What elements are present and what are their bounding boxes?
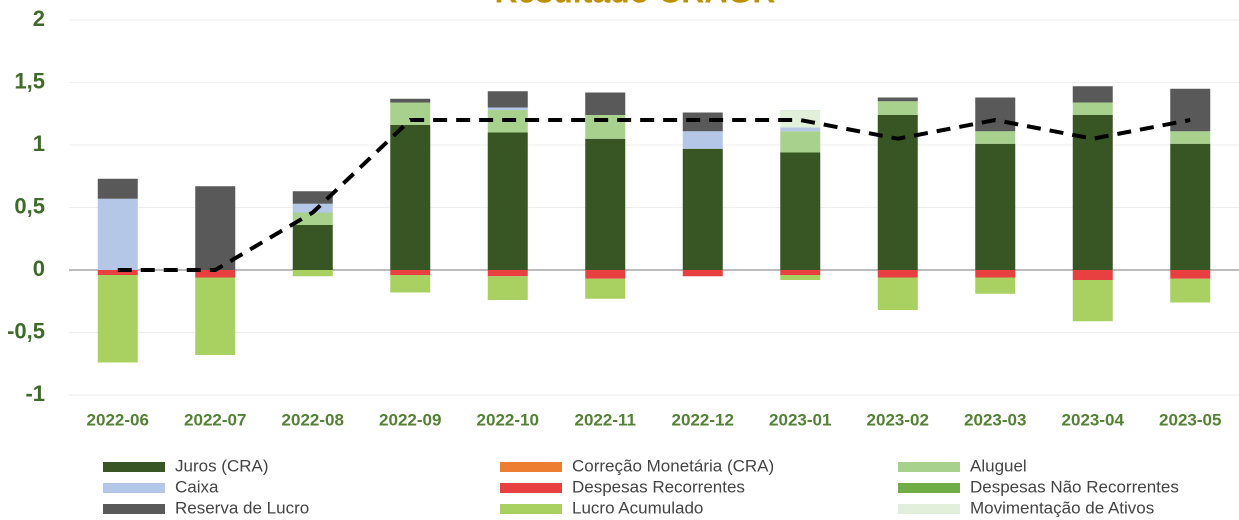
bar-segment xyxy=(682,131,723,149)
legend-swatch xyxy=(500,462,562,472)
legend-swatch xyxy=(898,504,960,514)
x-tick-label: 2023-04 xyxy=(1062,410,1125,429)
bar-segment xyxy=(195,186,236,270)
legend-swatch xyxy=(103,504,165,514)
bar-segment xyxy=(487,132,528,270)
x-tick-label: 2022-09 xyxy=(379,410,441,429)
bar-segment xyxy=(585,92,626,115)
bar-segment xyxy=(975,131,1016,144)
y-tick-label: -1 xyxy=(25,381,45,406)
bar-segment xyxy=(682,112,723,132)
bar-segment xyxy=(780,275,821,280)
bar-segment xyxy=(682,270,723,277)
bar-segment xyxy=(487,107,528,110)
legend-label: Despesas Recorrentes xyxy=(572,477,745,496)
legend-label: Aluguel xyxy=(970,456,1027,475)
bar-segment xyxy=(97,270,138,275)
legend-swatch xyxy=(500,483,562,493)
bar-segment xyxy=(975,277,1016,294)
bar-segment xyxy=(487,270,528,277)
bar-segment xyxy=(585,270,626,279)
bar-segment xyxy=(1170,143,1211,270)
bar-segment xyxy=(292,191,333,204)
bar-segment xyxy=(487,276,528,300)
bar-segment xyxy=(1170,278,1211,303)
bar-segment xyxy=(97,275,138,363)
bar-segment xyxy=(780,152,821,270)
bar-segment xyxy=(390,275,431,293)
x-tick-label: 2023-01 xyxy=(769,410,831,429)
y-tick-label: 0 xyxy=(33,256,45,281)
bar-segment xyxy=(877,101,918,115)
bar-segment xyxy=(1170,270,1211,279)
bar-segment xyxy=(877,277,918,310)
bar-segment xyxy=(877,97,918,102)
legend-swatch xyxy=(898,462,960,472)
x-tick-label: 2022-07 xyxy=(184,410,246,429)
legend-label: Lucro Acumulado xyxy=(572,498,703,517)
bar-segment xyxy=(1170,131,1211,144)
y-tick-label: 0,5 xyxy=(14,193,45,218)
legend-swatch xyxy=(500,504,562,514)
bar-segment xyxy=(292,225,333,270)
bar-segment xyxy=(877,115,918,270)
y-tick-label: 1,5 xyxy=(14,68,45,93)
bar-segment xyxy=(292,270,333,277)
bar-segment xyxy=(682,148,723,270)
x-tick-label: 2023-02 xyxy=(867,410,929,429)
bar-segment xyxy=(1170,88,1211,132)
x-tick-label: 2022-12 xyxy=(672,410,734,429)
bar-segment xyxy=(1072,270,1113,280)
legend-swatch xyxy=(103,462,165,472)
bar-segment xyxy=(975,143,1016,270)
legend-label: Juros (CRA) xyxy=(175,456,269,475)
legend-label: Reserva de Lucro xyxy=(175,498,309,517)
bar-segment xyxy=(390,125,431,270)
bar-segment xyxy=(1072,86,1113,103)
x-tick-label: 2022-11 xyxy=(575,410,636,429)
bar-segment xyxy=(877,270,918,278)
x-tick-label: 2022-08 xyxy=(282,410,344,429)
bar-segment xyxy=(292,203,333,213)
bar-segment xyxy=(1072,102,1113,115)
bar-segment xyxy=(975,270,1016,278)
x-tick-label: 2022-06 xyxy=(87,410,149,429)
legend-label: Movimentação de Ativos xyxy=(970,498,1154,517)
y-tick-label: -0,5 xyxy=(7,318,45,343)
bar-segment xyxy=(292,212,333,225)
x-tick-label: 2022-10 xyxy=(477,410,539,429)
legend-label: Correção Monetária (CRA) xyxy=(572,456,774,475)
bar-segment xyxy=(195,270,236,278)
bar-segment xyxy=(780,127,821,132)
bar-segment xyxy=(975,97,1016,132)
bar-segment xyxy=(1072,115,1113,270)
bar-segment xyxy=(780,270,821,275)
y-tick-label: 1 xyxy=(33,131,45,156)
bar-segment xyxy=(780,131,821,153)
bar-segment xyxy=(487,91,528,108)
legend-label: Caixa xyxy=(175,477,219,496)
bar-segment xyxy=(390,270,431,275)
bar-segment xyxy=(1072,280,1113,322)
bar-segment xyxy=(585,138,626,270)
bar-segment xyxy=(195,277,236,355)
legend-swatch xyxy=(898,483,960,493)
bar-segment xyxy=(390,98,431,103)
chart-title: Resultado CRAGR xyxy=(495,0,776,9)
dashed-line xyxy=(117,117,1191,272)
bar-segment xyxy=(97,198,138,270)
bar-segment xyxy=(585,278,626,299)
x-tick-label: 2023-03 xyxy=(964,410,1026,429)
legend-label: Despesas Não Recorrentes xyxy=(970,477,1179,496)
y-tick-label: 2 xyxy=(33,6,45,31)
x-tick-label: 2023-05 xyxy=(1159,410,1221,429)
bar-segment xyxy=(97,178,138,199)
legend-swatch xyxy=(103,483,165,493)
